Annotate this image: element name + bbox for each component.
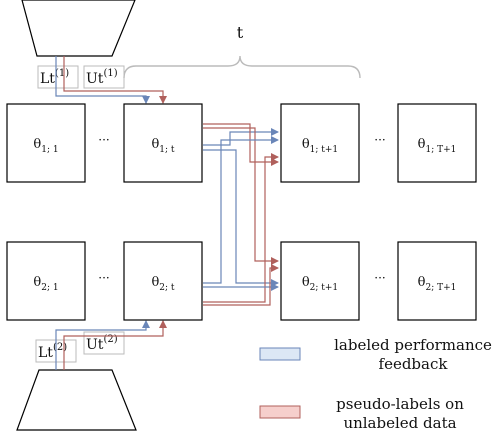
param-box-frame bbox=[7, 104, 85, 182]
row1-to-row1-labeled-arrow bbox=[203, 132, 278, 145]
legend-swatch-pseudo bbox=[260, 406, 300, 418]
legend-item-labeled: labeled performance feedback bbox=[260, 336, 492, 373]
row1-to-row2-pseudo-arrow bbox=[203, 128, 278, 261]
param-box-frame bbox=[398, 242, 476, 320]
param-box-r1-c6: θ1; T+1 bbox=[398, 104, 476, 182]
bottom-model-trapezoid bbox=[17, 370, 136, 430]
legend-text-labeled-line2: feedback bbox=[379, 355, 449, 373]
bottom-ut-label: Ut(2) bbox=[84, 332, 124, 354]
legend: labeled performance feedback pseudo-labe… bbox=[260, 336, 492, 432]
legend-text-pseudo-line2: unlabeled data bbox=[343, 414, 456, 432]
ellipsis-r2-c2: ··· bbox=[98, 271, 109, 285]
param-box-frame bbox=[281, 242, 359, 320]
top-lt-label: Lt(1) bbox=[38, 66, 78, 88]
param-box-frame bbox=[398, 104, 476, 182]
row2-to-row1-pseudo-arrow bbox=[203, 157, 278, 302]
legend-text-pseudo-line1: pseudo-labels on bbox=[336, 395, 464, 413]
ellipsis-r1-c2: ··· bbox=[98, 133, 109, 147]
param-box-frame bbox=[281, 104, 359, 182]
param-box-frame bbox=[7, 242, 85, 320]
param-box-r2-c6: θ2; T+1 bbox=[398, 242, 476, 320]
legend-text-labeled-line1: labeled performance bbox=[334, 336, 492, 354]
param-box-r2-c3: θ2; t bbox=[124, 242, 202, 320]
param-box-r2-c1: θ2; 1 bbox=[7, 242, 85, 320]
param-box-r2-c4: θ2; t+1 bbox=[281, 242, 359, 320]
param-box-r1-c3: θ1; t bbox=[124, 104, 202, 182]
legend-swatch-labeled bbox=[260, 348, 300, 360]
row1-to-row1-pseudo-arrow bbox=[203, 124, 278, 162]
top-model-trapezoid bbox=[22, 0, 135, 56]
time-brace-label: t bbox=[237, 23, 244, 42]
ellipsis-r2-c5: ··· bbox=[374, 271, 385, 285]
param-box-frame bbox=[124, 242, 202, 320]
param-box-r1-c1: θ1; 1 bbox=[7, 104, 85, 182]
param-box-frame bbox=[124, 104, 202, 182]
top-ut-label: Ut(1) bbox=[84, 66, 124, 88]
param-box-r1-c4: θ1; t+1 bbox=[281, 104, 359, 182]
time-brace bbox=[124, 56, 360, 78]
row1-to-row2-labeled-arrow bbox=[203, 150, 278, 283]
ellipsis-r1-c5: ··· bbox=[374, 133, 385, 147]
legend-item-pseudo: pseudo-labels on unlabeled data bbox=[260, 395, 464, 432]
